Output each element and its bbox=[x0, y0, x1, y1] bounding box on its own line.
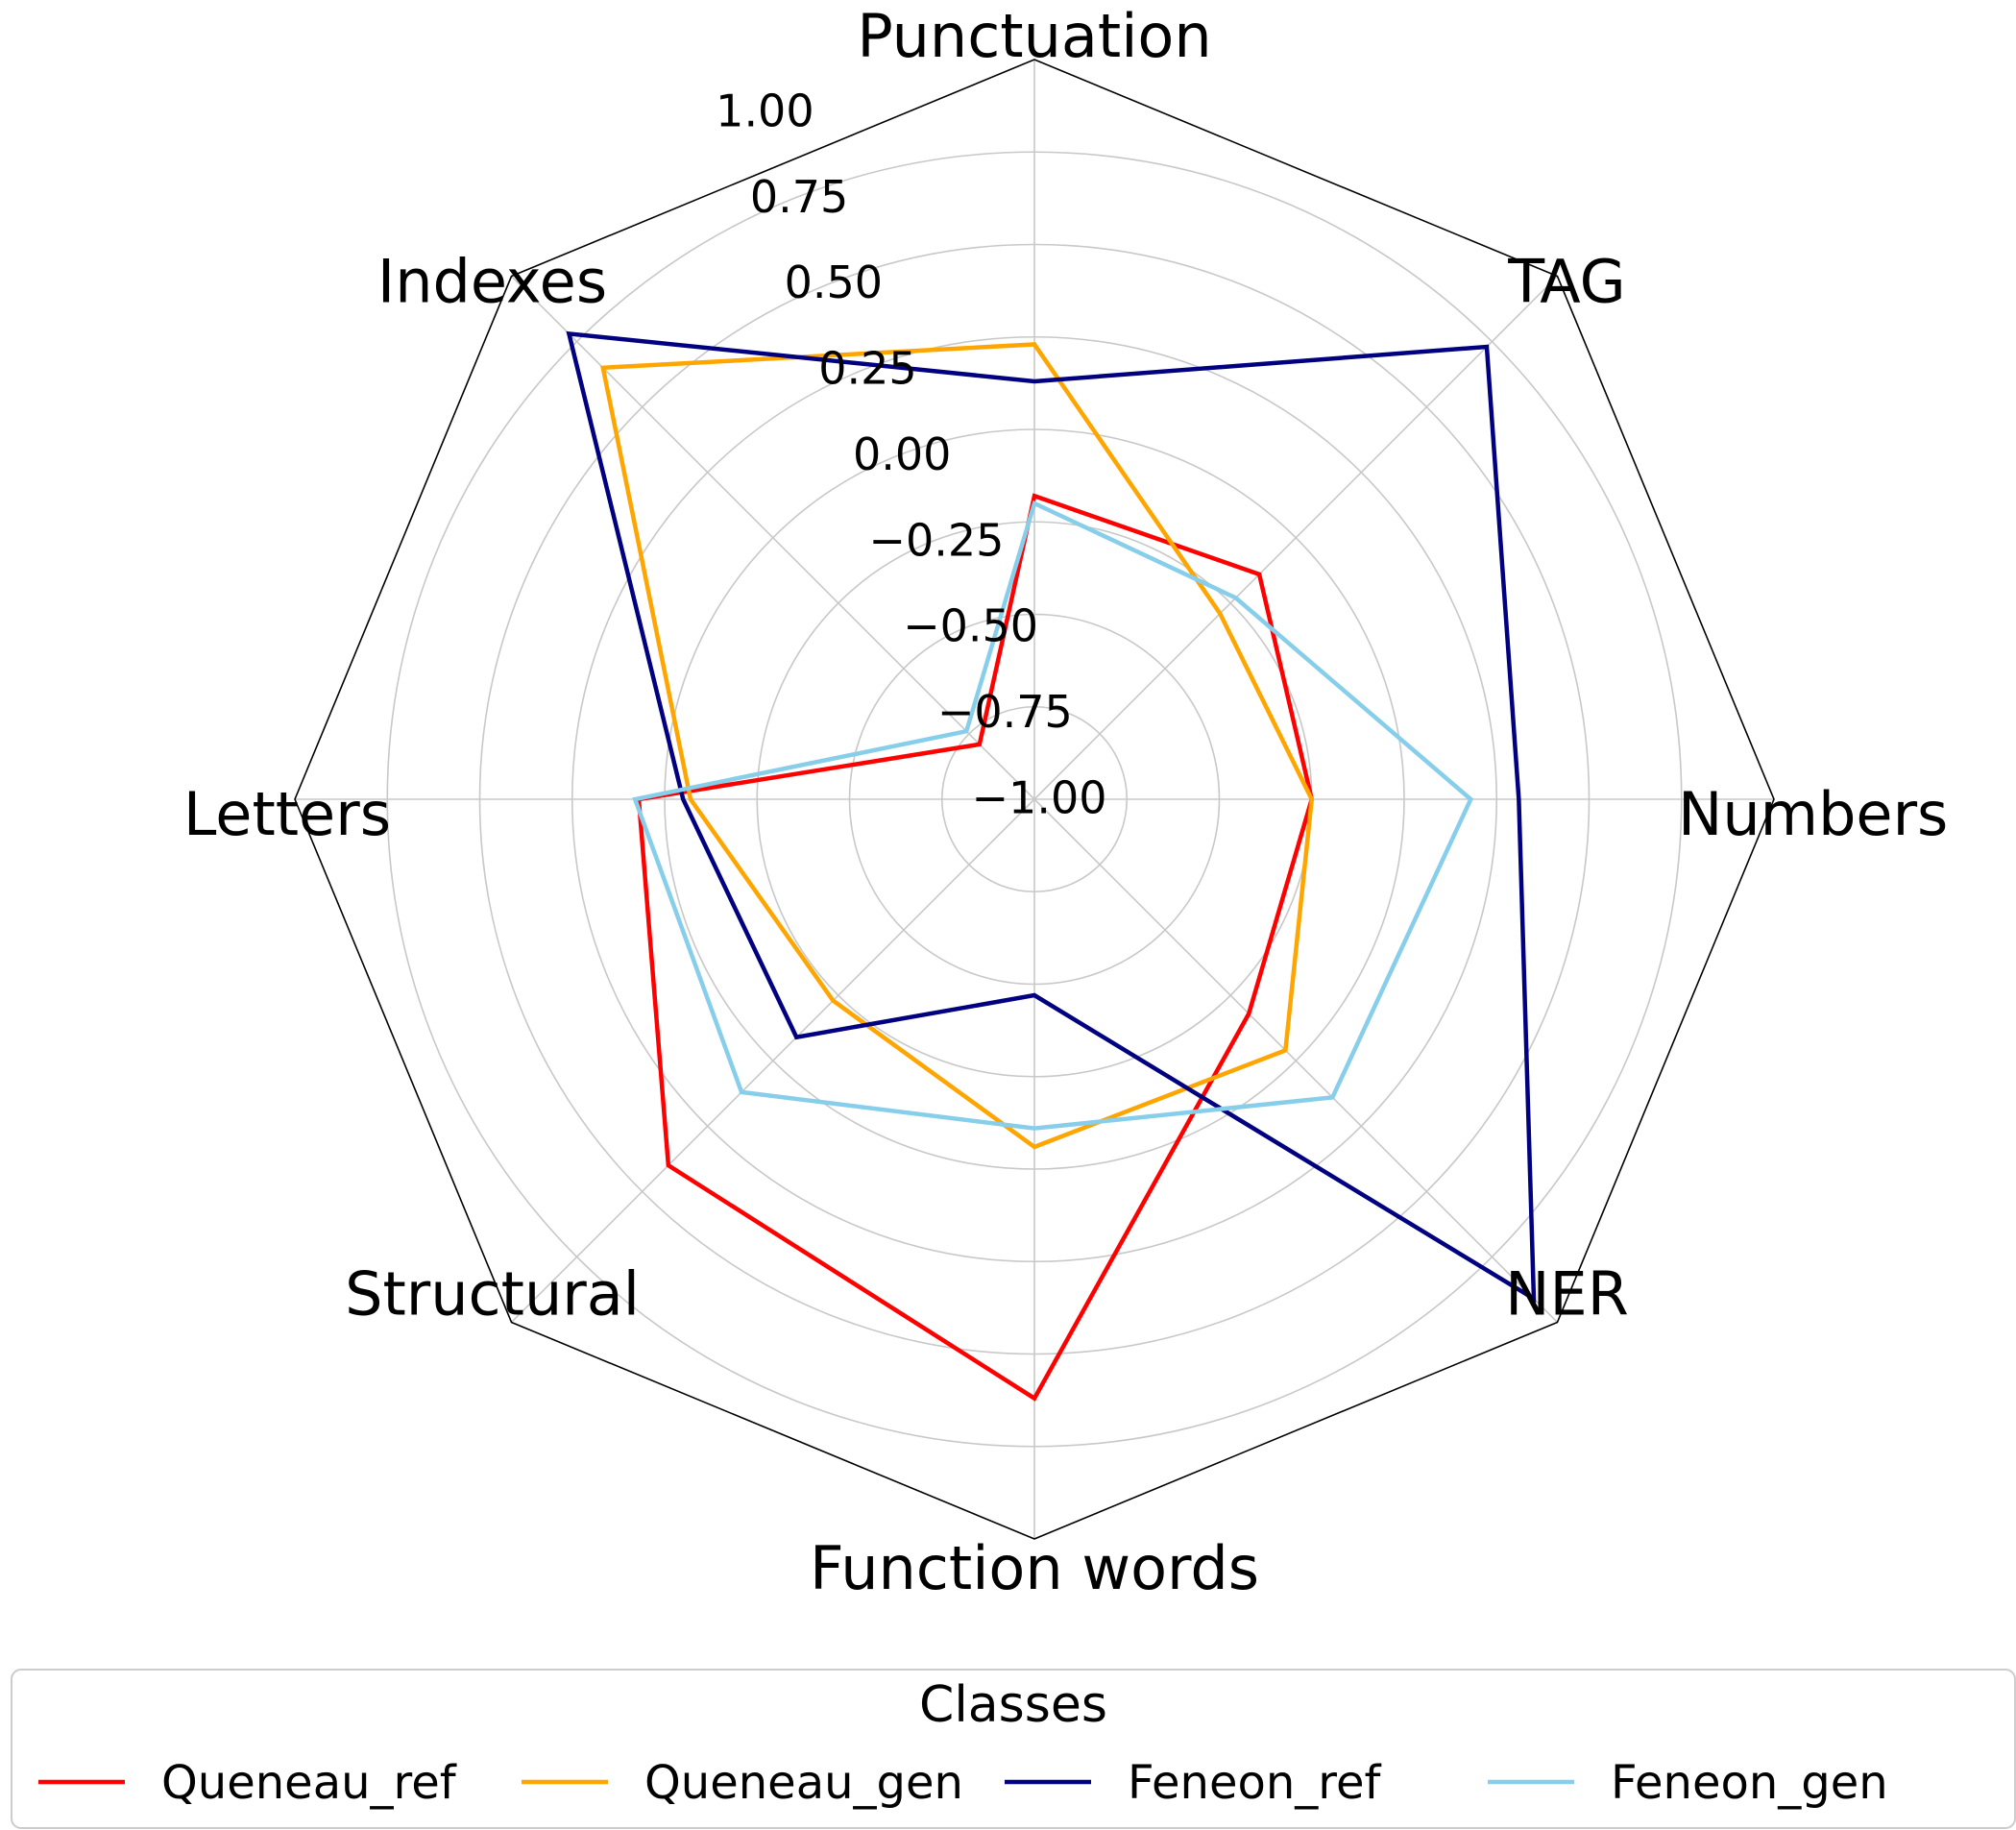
legend-item: Queneau_ref bbox=[38, 1756, 457, 1810]
series-line-feneon-ref bbox=[566, 330, 1537, 1304]
legend-title: Classes bbox=[919, 1676, 1107, 1734]
grid-spoke bbox=[1033, 275, 1559, 800]
legend-label: Feneon_ref bbox=[1128, 1756, 1381, 1810]
legend-label: Feneon_gen bbox=[1611, 1756, 1888, 1810]
axis-label-tag: TAG bbox=[1507, 247, 1625, 317]
legend: Classes Queneau_ref Queneau_gen Feneon_ref… bbox=[11, 1669, 2016, 1829]
axis-label-ner: NER bbox=[1505, 1259, 1629, 1330]
legend-item: Feneon_ref bbox=[1005, 1756, 1381, 1810]
axis-label-letters: Letters bbox=[183, 779, 391, 849]
r-tick-label: −1.00 bbox=[972, 772, 1107, 824]
legend-frame bbox=[11, 1669, 2016, 1829]
r-tick-label: 0.25 bbox=[818, 343, 916, 395]
r-tick-label: −0.25 bbox=[868, 514, 1004, 566]
grid-spoke bbox=[510, 798, 1035, 1324]
r-tick-label: 0.00 bbox=[853, 428, 951, 480]
axis-label-indexes: Indexes bbox=[377, 247, 607, 317]
axis-label-structural: Structural bbox=[345, 1259, 640, 1330]
r-tick-label: −0.75 bbox=[937, 686, 1073, 738]
axis-label-numbers: Numbers bbox=[1678, 779, 1948, 849]
legend-item: Queneau_gen bbox=[522, 1756, 963, 1810]
series-line-feneon-gen bbox=[632, 500, 1474, 1131]
r-tick-label: 0.75 bbox=[750, 171, 848, 223]
outer-frame bbox=[294, 59, 1775, 1540]
legend-label: Queneau_gen bbox=[644, 1756, 963, 1810]
legend-items: Queneau_ref Queneau_gen Feneon_ref Feneon_g… bbox=[38, 1756, 1888, 1810]
legend-label: Queneau_ref bbox=[161, 1756, 457, 1810]
series-line-queneau-gen bbox=[600, 342, 1315, 1150]
r-tick-label: 1.00 bbox=[716, 85, 814, 136]
series-line-queneau-ref bbox=[636, 493, 1315, 1402]
radar-labels: Punctuation TAG Numbers NER Function words St… bbox=[183, 1, 1949, 1603]
r-tick-label: 0.50 bbox=[785, 256, 883, 308]
axis-label-punctuation: Punctuation bbox=[857, 1, 1211, 71]
radar-series bbox=[566, 330, 1537, 1402]
grid-spoke bbox=[510, 275, 1035, 800]
axis-label-function-words: Function words bbox=[810, 1533, 1259, 1603]
r-tick-label: −0.50 bbox=[903, 600, 1038, 652]
grid-spoke bbox=[1033, 798, 1559, 1324]
legend-item: Feneon_gen bbox=[1488, 1756, 1888, 1810]
radar-grid bbox=[294, 59, 1775, 1540]
